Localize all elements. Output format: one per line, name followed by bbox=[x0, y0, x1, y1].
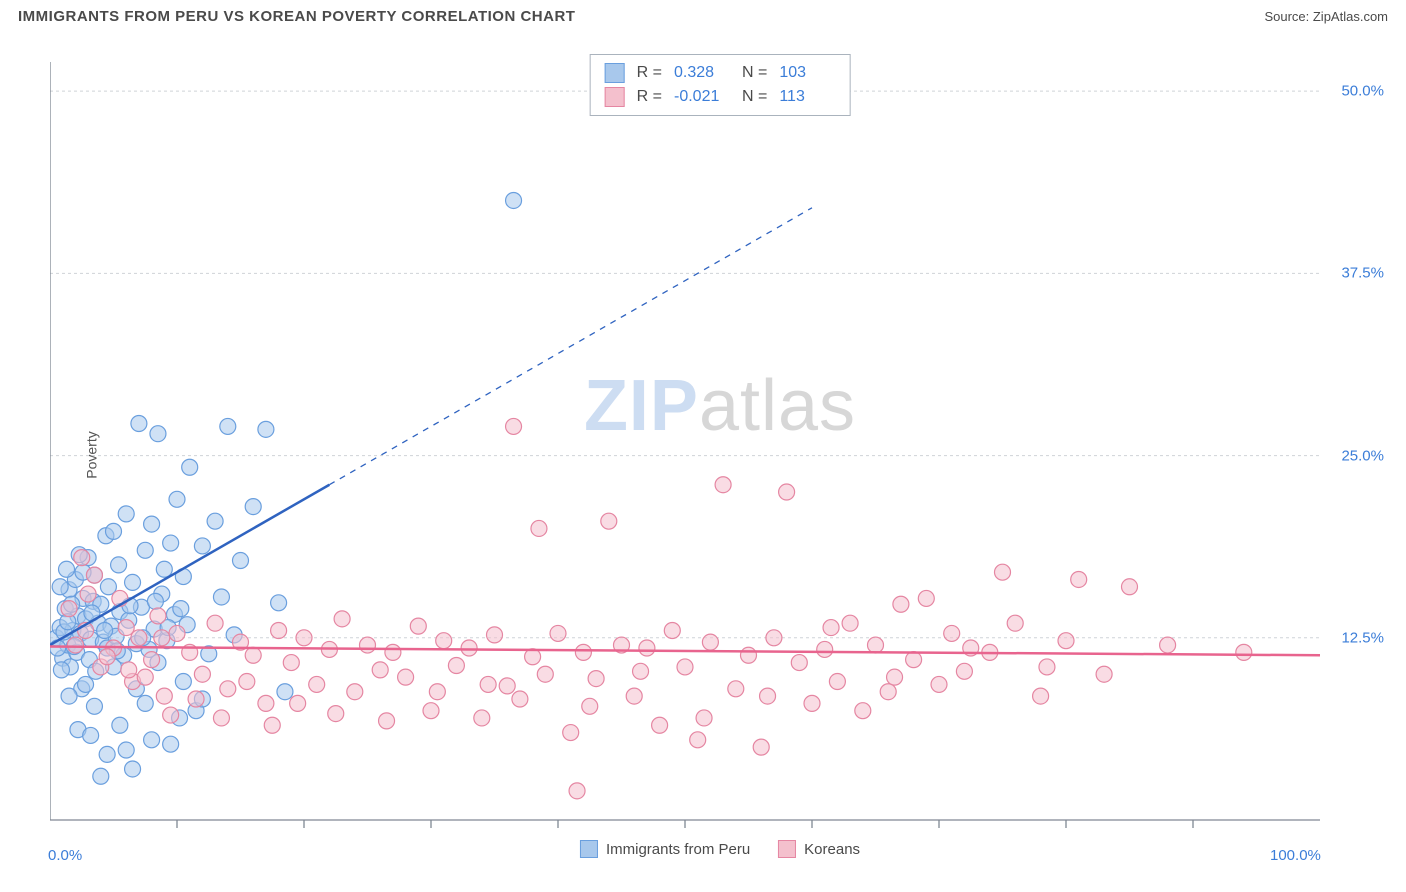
chart-title: IMMIGRANTS FROM PERU VS KOREAN POVERTY C… bbox=[18, 8, 575, 25]
legend-label: Immigrants from Peru bbox=[606, 841, 750, 858]
x-tick-label: 100.0% bbox=[1270, 847, 1321, 864]
bottom-legend: Immigrants from Peru Koreans bbox=[580, 840, 860, 858]
stats-n-value: 113 bbox=[779, 88, 835, 106]
legend-swatch-icon bbox=[605, 63, 625, 83]
x-tick-label: 0.0% bbox=[48, 847, 82, 864]
legend-swatch-icon bbox=[778, 840, 796, 858]
stats-row: R = 0.328 N = 103 bbox=[605, 61, 836, 85]
y-tick-label: 37.5% bbox=[1341, 265, 1384, 282]
stats-r-value: 0.328 bbox=[674, 64, 730, 82]
source-attribution: Source: ZipAtlas.com bbox=[1264, 9, 1388, 24]
scatter-plot-svg bbox=[50, 50, 1370, 840]
legend-item: Koreans bbox=[778, 840, 860, 858]
stats-r-label: R = bbox=[637, 64, 662, 82]
stats-r-label: R = bbox=[637, 88, 662, 106]
plot-area: Poverty ZIPatlas R =0.328N =103R =-0.021… bbox=[50, 50, 1390, 860]
y-tick-label: 12.5% bbox=[1341, 629, 1384, 646]
legend-item: Immigrants from Peru bbox=[580, 840, 750, 858]
stats-legend-box: R = 0.328 N = 103 R = -0.021 N = 113 bbox=[590, 54, 851, 116]
legend-swatch-icon bbox=[580, 840, 598, 858]
y-tick-label: 50.0% bbox=[1341, 83, 1384, 100]
y-tick-label: 25.0% bbox=[1341, 447, 1384, 464]
stats-n-label: N = bbox=[742, 88, 767, 106]
legend-swatch-icon bbox=[605, 87, 625, 107]
stats-n-value: 103 bbox=[779, 64, 835, 82]
stats-n-label: N = bbox=[742, 64, 767, 82]
stats-r-value: -0.021 bbox=[674, 88, 730, 106]
stats-row: R = -0.021 N = 113 bbox=[605, 85, 836, 109]
legend-label: Koreans bbox=[804, 841, 860, 858]
